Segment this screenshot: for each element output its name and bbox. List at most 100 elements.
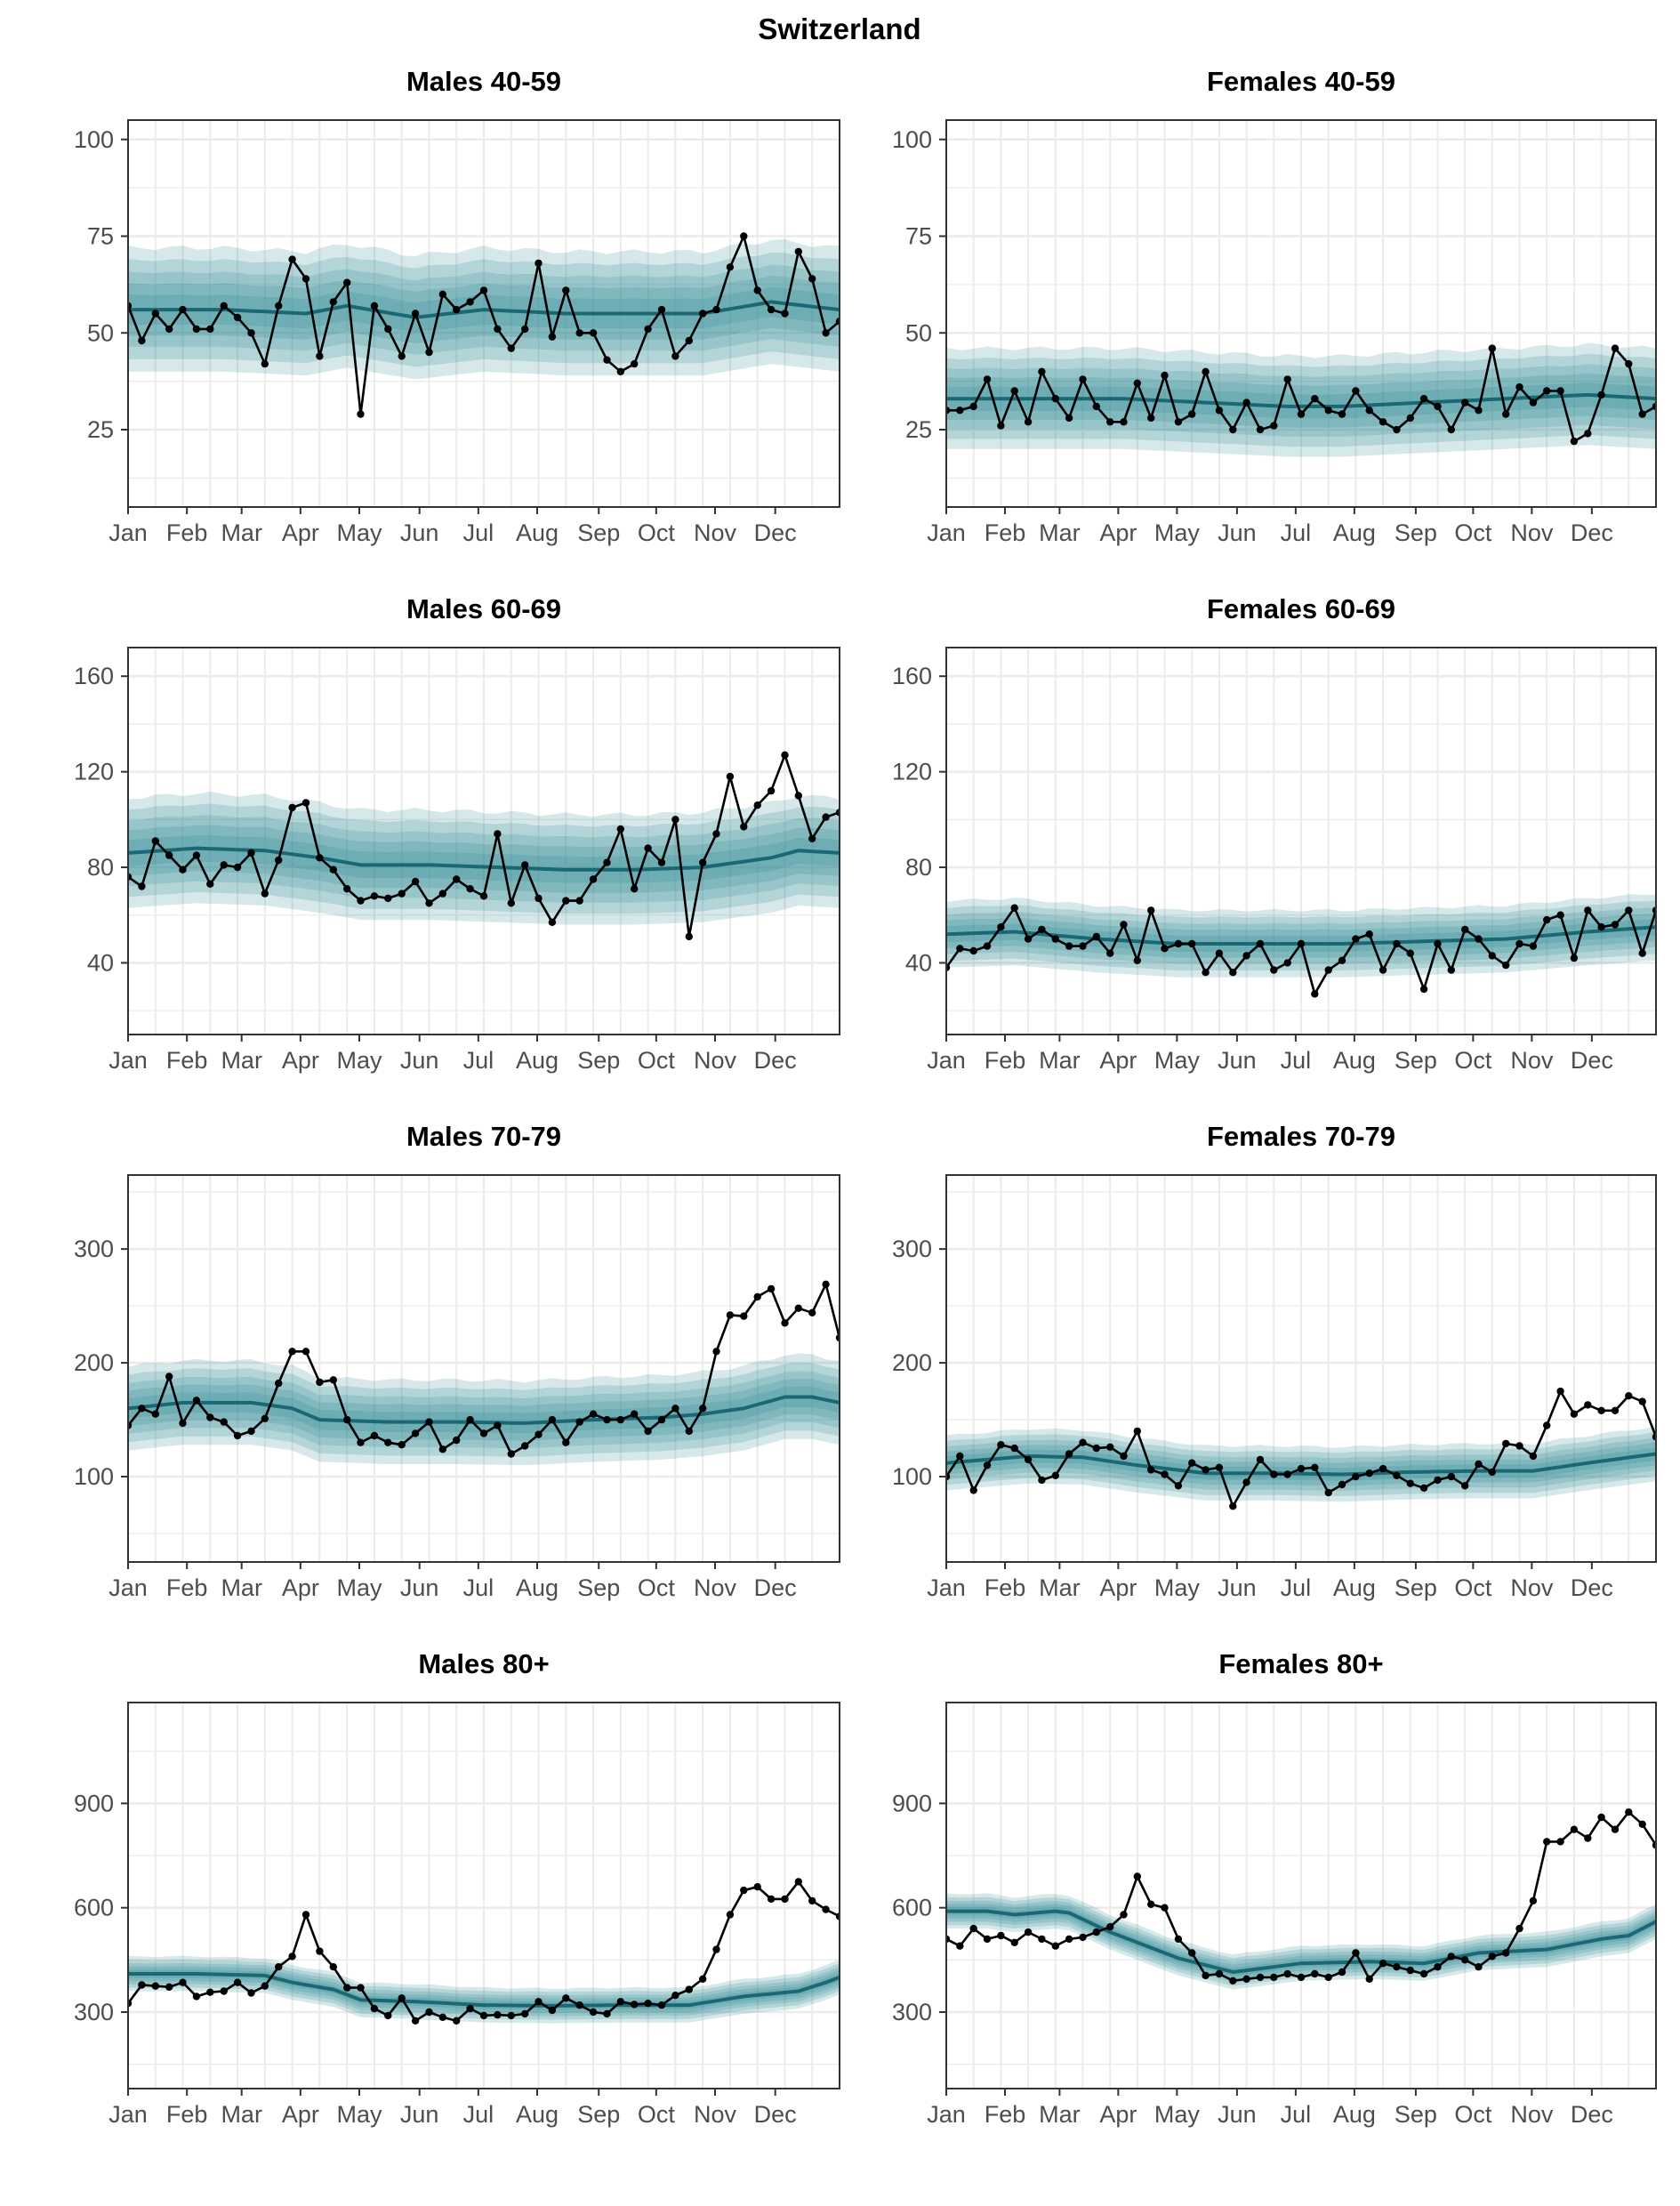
observed-point	[1379, 418, 1387, 426]
observed-point	[247, 1989, 255, 1997]
observed-point	[329, 1963, 337, 1971]
prediction-band	[128, 1362, 840, 1457]
x-tick-label: Sep	[1395, 1047, 1437, 1074]
observed-point	[644, 844, 652, 852]
y-tick-label: 600	[74, 1895, 114, 1921]
x-tick-label: Mar	[221, 2101, 262, 2128]
x-tick-label: Aug	[1333, 1574, 1376, 1601]
observed-point	[1584, 1834, 1592, 1842]
observed-point	[603, 858, 611, 866]
observed-point	[301, 799, 310, 807]
observed-point	[151, 310, 159, 318]
observed-point	[466, 2004, 474, 2013]
observed-point	[1215, 1463, 1224, 1472]
observed-males-70-79	[128, 1280, 840, 1458]
x-tick-label: Apr	[1099, 2101, 1137, 2128]
observed-point	[699, 1405, 707, 1413]
observed-point	[301, 1911, 310, 1919]
observed-point	[781, 1895, 789, 1904]
grid-males-80plus	[127, 1703, 840, 2089]
x-tick-label: Sep	[577, 1574, 620, 1601]
observed-point	[1324, 1488, 1332, 1497]
observed-point	[507, 899, 515, 907]
prediction-band	[946, 913, 1656, 958]
observed-point	[1625, 1392, 1633, 1400]
observed-point	[192, 851, 201, 859]
panel-frame	[127, 1174, 840, 1563]
panel-title-males-70-79: Males 70-79	[406, 1121, 561, 1152]
observed-point	[767, 786, 776, 795]
observed-point	[1051, 1942, 1060, 1950]
x-tick-label: May	[1154, 1047, 1201, 1074]
observed-point	[1419, 395, 1428, 403]
observed-point	[1256, 1455, 1265, 1464]
prediction-bands-males-70-79	[128, 1353, 840, 1466]
x-tick-label: Mar	[1039, 519, 1081, 546]
observed-point	[1461, 1482, 1469, 1490]
grid-females-70-79	[945, 1175, 1657, 1562]
observed-point	[1161, 1470, 1169, 1478]
x-tick-label: Mar	[221, 519, 262, 546]
x-tick-label: Apr	[1099, 519, 1137, 546]
x-tick-label: Mar	[221, 1574, 262, 1601]
observed-point	[233, 1978, 242, 1986]
x-tick-label: Dec	[754, 2101, 797, 2128]
observed-point	[1597, 923, 1605, 931]
x-tick-label: Jul	[1281, 519, 1312, 546]
observed-point	[1625, 906, 1633, 914]
x-tick-label: Jan	[109, 519, 148, 546]
observed-point	[398, 1994, 406, 2002]
observed-point	[206, 880, 214, 888]
observed-point	[370, 2004, 379, 2013]
observed-females-60-69	[946, 904, 1656, 998]
observed-point	[548, 333, 557, 341]
observed-point	[657, 1415, 666, 1424]
observed-point	[835, 1912, 840, 1920]
panel-males-60-69: Males 60-69 40 80 120 160 Jan Feb Mar Apr May Jun J…	[74, 593, 840, 1074]
observed-point	[521, 325, 529, 334]
panel-females-80plus: Females 80+ 300 600 900 Jan Feb Mar Apr May Jun Ju…	[892, 1648, 1657, 2128]
observed-point	[1147, 1900, 1155, 1908]
prediction-band	[128, 1371, 840, 1449]
observed-point	[384, 325, 392, 334]
observed-point	[521, 2009, 529, 2018]
observed-point	[997, 1441, 1005, 1449]
prediction-band	[128, 791, 840, 925]
prediction-bands-males-60-69	[128, 791, 840, 925]
y-tick-label: 25	[905, 416, 932, 443]
observed-point	[1229, 1977, 1237, 1985]
x-tick-label: Jan	[109, 1574, 148, 1601]
x-tick-label: Feb	[166, 2101, 208, 2128]
observed-point	[466, 1415, 474, 1424]
x-tick-label: Feb	[985, 1574, 1026, 1601]
observed-point	[411, 310, 420, 318]
observed-point	[275, 302, 283, 310]
observed-point	[822, 1905, 830, 1913]
observed-point	[1079, 1933, 1087, 1942]
observed-point	[1202, 1971, 1210, 1980]
observed-point	[1352, 387, 1360, 395]
observed-point	[1038, 1935, 1046, 1944]
observed-point	[1379, 966, 1387, 974]
y-tick-label: 300	[892, 1999, 932, 2025]
observed-point	[384, 894, 392, 903]
x-tick-label: Nov	[1510, 2101, 1554, 2128]
observed-point	[507, 1450, 515, 1458]
observed-point	[1324, 407, 1332, 415]
observed-point	[425, 348, 433, 357]
observed-point	[247, 329, 255, 337]
x-tick-label: Apr	[282, 519, 319, 546]
observed-point	[1419, 1969, 1428, 1978]
observed-point	[1065, 942, 1073, 950]
observed-point	[969, 1924, 977, 1933]
observed-point	[1529, 942, 1538, 950]
observed-point	[494, 830, 502, 838]
x-tick-label: May	[1154, 519, 1201, 546]
panel-males-70-79: Males 70-79 100 200 300 Jan Feb Mar Apr May Jun Ju…	[74, 1121, 840, 1601]
observed-point	[1010, 1444, 1018, 1453]
observed-point	[794, 247, 802, 256]
y-tick-label: 200	[892, 1349, 932, 1376]
y-tick-label: 120	[892, 759, 932, 785]
x-tick-label: Mar	[221, 1047, 262, 1074]
observed-point	[1447, 425, 1456, 434]
